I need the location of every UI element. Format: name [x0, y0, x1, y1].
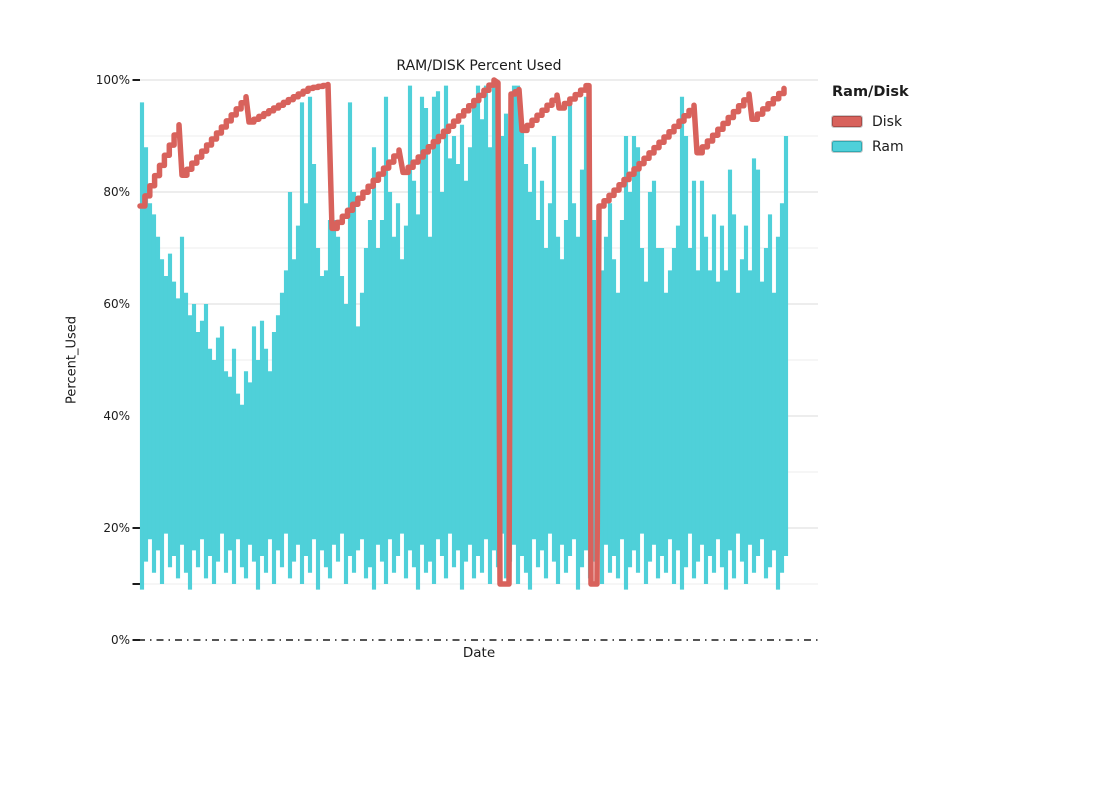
legend-item-disk: Disk [831, 109, 909, 134]
chart-title: RAM/DISK Percent Used [396, 58, 562, 74]
legend-swatch-ram [831, 140, 863, 153]
x-axis-title: Date [462, 645, 496, 661]
axis-tick-marks [132, 79, 140, 641]
legend: Ram/Disk Disk Ram [831, 84, 909, 159]
y-tick-label: 40% [103, 409, 130, 423]
y-tick-label: 80% [103, 185, 130, 199]
legend-label: Disk [872, 113, 903, 130]
disk-series [137, 77, 787, 587]
legend-title: Ram/Disk [832, 84, 909, 100]
y-tick-label: 20% [103, 521, 130, 535]
y-tick-label: 60% [103, 297, 130, 311]
legend-item-ram: Ram [831, 134, 909, 159]
y-tick-label: 0% [110, 633, 130, 647]
legend-swatch-disk [831, 115, 863, 128]
y-axis-title: Percent_Used [64, 316, 80, 404]
ram-series [139, 85, 789, 590]
legend-label: Ram [872, 138, 904, 155]
y-tick-label: 100% [95, 73, 130, 87]
legend-items: Disk Ram [831, 109, 909, 159]
